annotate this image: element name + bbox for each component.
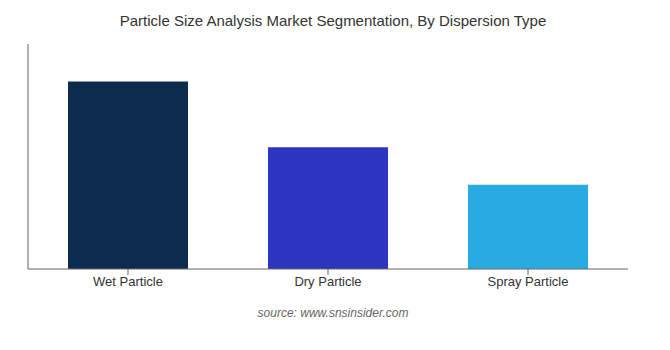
svg-text:Dry Particle: Dry Particle [294,274,361,289]
html-text:Particle Size Analysis Market: Particle Size Analysis Market Segmentati… [119,12,547,29]
svg-text:Spray Particle: Spray Particle [488,274,569,289]
svg-text:Wet Particle: Wet Particle [93,274,163,289]
html-text:source: www.snsinsider.com: source: www.snsinsider.com [257,306,409,320]
